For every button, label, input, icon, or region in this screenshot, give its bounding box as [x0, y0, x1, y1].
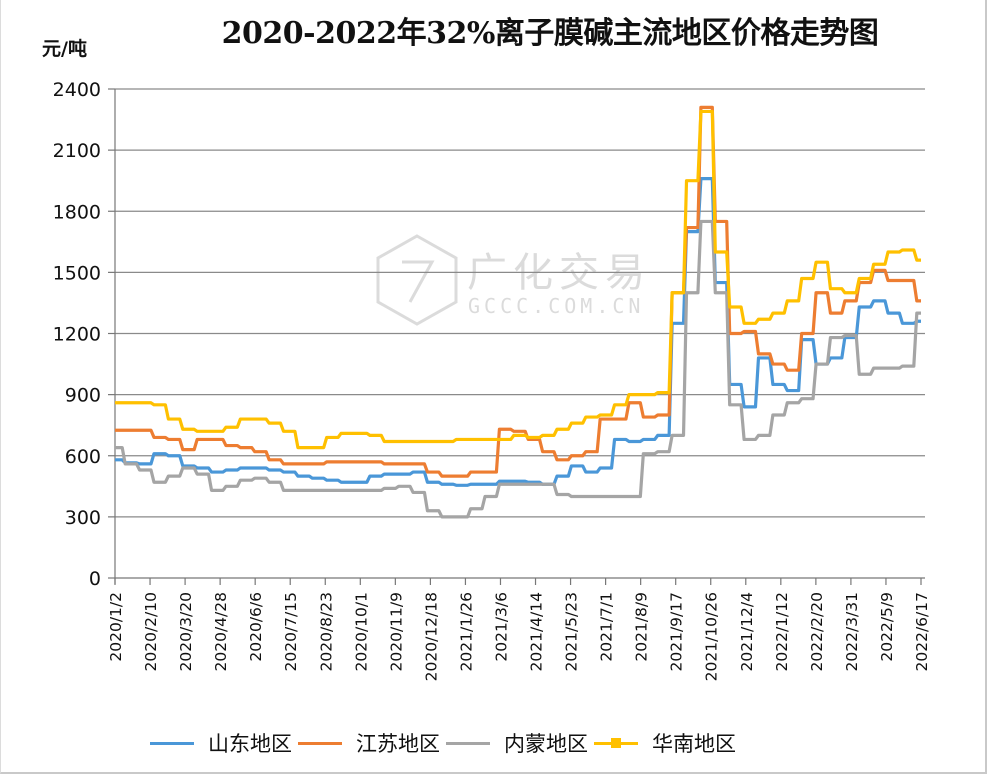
legend-label: 内蒙地区	[504, 732, 588, 756]
y-axis-unit: 元/吨	[42, 38, 87, 60]
y-tick-label: 1500	[53, 262, 101, 284]
x-tick-label: 2021/7/1	[598, 592, 616, 662]
legend-square-marker-icon	[611, 737, 621, 748]
legend-label: 江苏地区	[356, 732, 440, 756]
legend-label: 华南地区	[652, 732, 736, 756]
chart-title: 2020-2022年32%离子膜碱主流地区价格走势图	[221, 16, 879, 51]
x-tick-label: 2021/10/26	[703, 592, 721, 681]
x-tick-label: 2022/5/9	[878, 592, 896, 662]
x-tick-label: 2020/1/2	[107, 592, 125, 662]
x-tick-label: 2021/4/14	[528, 592, 546, 671]
gridlines	[115, 88, 925, 518]
series-line-山东地区	[115, 177, 921, 487]
y-tick-label: 2100	[53, 140, 101, 162]
x-tick-label: 2022/1/12	[773, 592, 791, 671]
legend-item: 山东地区	[150, 728, 292, 758]
x-axis: 2020/1/2 2020/2/10 2020/3/20 2020/4/28 2020/…	[107, 577, 931, 681]
x-tick-label: 2020/10/1	[352, 592, 370, 671]
x-tick-label: 2020/2/10	[142, 592, 160, 671]
y-tick-label: 0	[89, 568, 101, 590]
legend-line-icon	[594, 737, 638, 748]
x-tick-label: 2020/8/23	[317, 592, 335, 671]
y-axis: 0 300 600 900 1200 1500 1800 2100 2400	[53, 79, 116, 590]
legend-line-icon	[298, 741, 342, 745]
y-tick-label: 1800	[53, 201, 101, 223]
x-tick-label: 2021/12/4	[738, 592, 756, 671]
x-tick-label: 2020/12/18	[422, 592, 440, 681]
x-tick-label: 2022/6/17	[913, 592, 931, 671]
series-line-江苏地区	[115, 105, 921, 478]
y-tick-label: 1200	[53, 324, 101, 346]
legend-line-icon	[446, 741, 490, 745]
x-tick-label: 2022/2/20	[808, 592, 826, 671]
data-series	[115, 105, 921, 519]
y-tick-label: 600	[65, 446, 101, 468]
x-tick-label: 2020/11/9	[387, 592, 405, 671]
x-tick-label: 2020/7/15	[282, 592, 300, 671]
x-tick-label: 2021/1/26	[457, 592, 475, 671]
legend-item: 江苏地区	[298, 728, 440, 758]
x-tick-label: 2020/4/28	[212, 592, 230, 671]
x-tick-label: 2021/3/6	[492, 592, 510, 662]
x-tick-label: 2021/8/9	[633, 592, 651, 662]
legend-label: 山东地区	[208, 732, 292, 756]
y-tick-label: 300	[65, 507, 101, 529]
y-tick-label: 900	[65, 385, 101, 407]
x-tick-label: 2021/9/17	[668, 592, 686, 671]
x-tick-label: 2020/3/20	[177, 592, 195, 671]
x-tick-label: 2022/3/31	[843, 592, 861, 671]
x-tick-label: 2020/6/6	[247, 592, 265, 662]
series-line-内蒙地区	[115, 219, 921, 519]
x-tick-label: 2021/5/23	[563, 592, 581, 671]
legend: 山东地区 江苏地区 内蒙地区 华南地区	[150, 728, 742, 758]
legend-item: 华南地区	[594, 728, 736, 758]
legend-line-icon	[150, 741, 194, 745]
y-tick-label: 2400	[53, 79, 101, 101]
legend-item: 内蒙地区	[446, 728, 588, 758]
series-line-华南地区	[115, 109, 921, 450]
